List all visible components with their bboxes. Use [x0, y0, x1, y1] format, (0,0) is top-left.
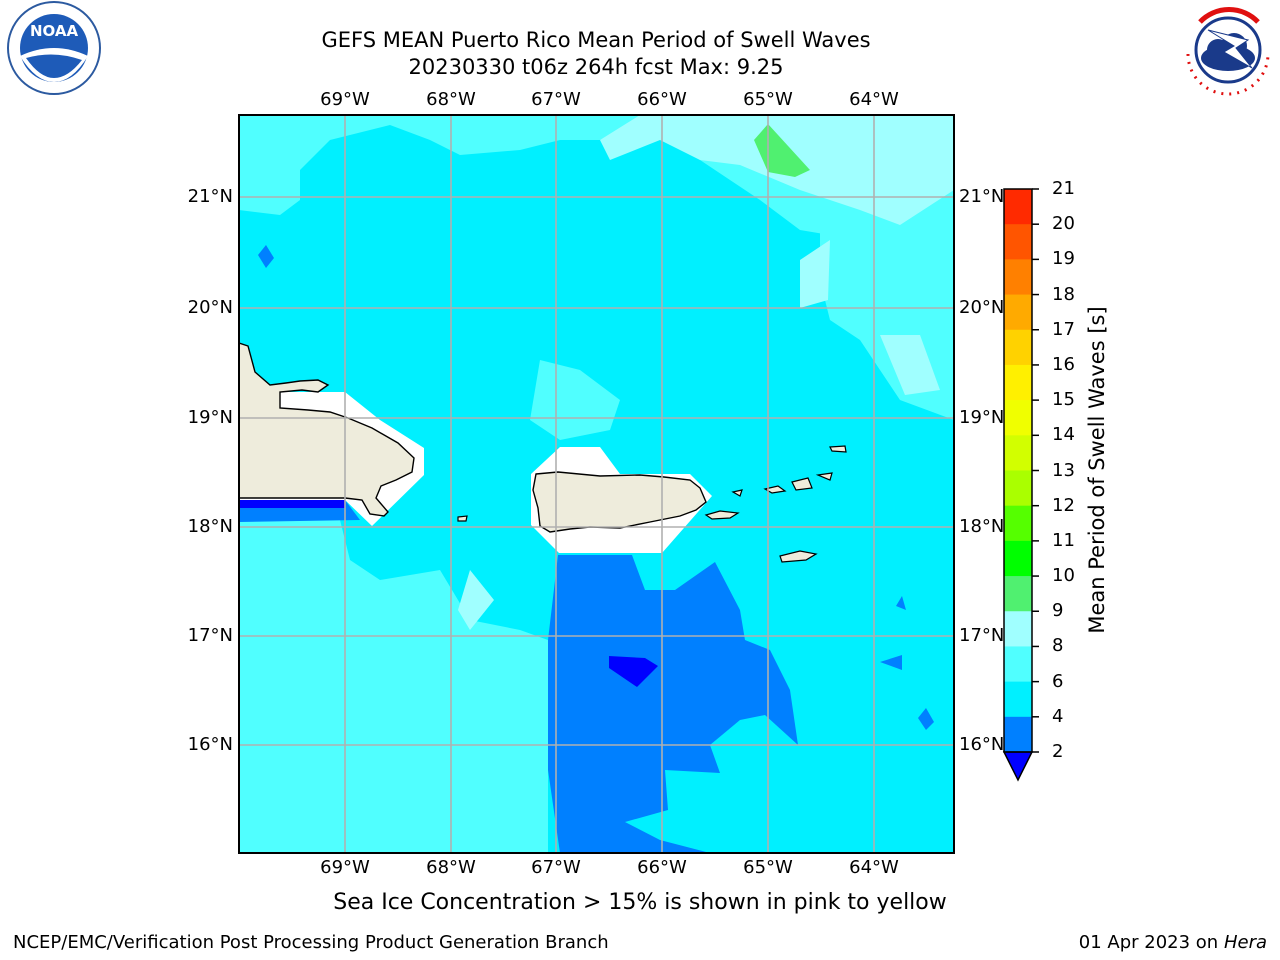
footer-date: 01 Apr 2023 on Hera — [1079, 932, 1267, 953]
lat-label-left: 16°N — [187, 734, 233, 755]
colorbar-tick-label: 13 — [1052, 459, 1075, 481]
noaa-logo-text: NOAA — [30, 22, 79, 40]
culebra-island — [731, 489, 743, 497]
lon-label-bottom: 65°W — [743, 857, 793, 878]
field-2-4 — [896, 596, 906, 610]
field-2-4 — [918, 708, 934, 730]
colorbar-tick-label: 11 — [1052, 529, 1075, 551]
lon-label-top: 67°W — [531, 89, 581, 110]
colorbar-segment — [1004, 646, 1032, 683]
colorbar-segment — [1004, 716, 1032, 753]
field-6-8 — [530, 360, 620, 440]
colorbar-tick-label: 12 — [1052, 494, 1075, 516]
lon-label-top: 66°W — [637, 89, 687, 110]
field-8-9 — [800, 240, 830, 308]
field-2-4 — [548, 555, 798, 853]
colorbar-tick-label: 9 — [1052, 600, 1064, 622]
colorbar-segment — [1004, 611, 1032, 647]
lat-label-left: 17°N — [187, 625, 233, 646]
mona-island — [457, 515, 468, 522]
colorbar-tick-label: 15 — [1052, 389, 1075, 411]
map-subtitle: 20230330 t06z 264h fcst Max: 9.25 — [408, 55, 784, 79]
colorbar-tick-label: 10 — [1052, 565, 1075, 587]
colorbar-tick-label: 4 — [1052, 705, 1064, 727]
footer-host: Hera — [1223, 932, 1267, 953]
lat-label-left: 19°N — [187, 407, 233, 428]
lat-label-right: 21°N — [959, 186, 1005, 207]
colorbar-tick-label: 14 — [1052, 424, 1075, 446]
sea-ice-note: Sea Ice Concentration > 15% is shown in … — [333, 890, 947, 915]
lat-label-left: 18°N — [187, 516, 233, 537]
lon-label-top: 65°W — [743, 89, 793, 110]
field-2-4 — [880, 655, 902, 670]
lat-label-left: 20°N — [187, 297, 233, 318]
lat-label-right: 18°N — [959, 516, 1005, 537]
lon-label-bottom: 66°W — [637, 857, 687, 878]
lon-label-bottom: 64°W — [849, 857, 899, 878]
graticule — [239, 115, 954, 853]
lon-label-bottom: 69°W — [320, 857, 370, 878]
colorbar-segment — [1004, 294, 1032, 331]
lat-label-right: 19°N — [959, 407, 1005, 428]
map-title: GEFS MEAN Puerto Rico Mean Period of Swe… — [321, 28, 871, 52]
tortola-island — [791, 477, 813, 491]
lon-label-top: 69°W — [320, 89, 370, 110]
colorbar-segment — [1004, 329, 1032, 366]
colorbar-segment — [1004, 364, 1032, 401]
colorbar-under-extend — [1002, 751, 1034, 782]
colorbar-title: Mean Period of Swell Waves [s] — [1085, 306, 1109, 634]
field-6-8 — [239, 520, 548, 853]
field-8-9 — [458, 570, 494, 630]
colorbar-segment — [1004, 400, 1032, 436]
noaa-logo: NOAA — [7, 1, 101, 95]
anegada-island — [829, 445, 847, 453]
colorbar-segment — [1004, 435, 1032, 471]
colorbar-tick-label: 17 — [1052, 318, 1075, 340]
colorbar-segment — [1004, 224, 1032, 260]
lon-label-top: 64°W — [849, 89, 899, 110]
colorbar-segment — [1004, 576, 1032, 612]
colorbar — [1002, 188, 1039, 782]
colorbar-tick-label: 2 — [1052, 741, 1064, 762]
field-8-9 — [880, 335, 940, 395]
colorbar-segment — [1004, 189, 1032, 225]
colorbar-tick-label: 6 — [1052, 670, 1064, 692]
colorbar-tick-label: 21 — [1052, 178, 1075, 199]
lat-label-right: 17°N — [959, 625, 1005, 646]
colorbar-segment — [1004, 540, 1032, 577]
st-croix-island — [779, 550, 818, 563]
virgin-gorda-island — [815, 472, 833, 481]
colorbar-segment — [1004, 470, 1032, 507]
map-frame — [238, 114, 955, 854]
lon-label-top: 68°W — [426, 89, 476, 110]
lat-label-right: 16°N — [959, 734, 1005, 755]
colorbar-tick-label: 8 — [1052, 635, 1064, 657]
map-field — [239, 115, 954, 853]
footer-date-text: 01 Apr 2023 on — [1078, 932, 1224, 953]
lon-label-bottom: 67°W — [531, 857, 581, 878]
field-below-2 — [609, 656, 658, 687]
vieques-island — [704, 510, 740, 520]
colorbar-tick-label: 16 — [1052, 353, 1075, 375]
colorbar-tick-label: 18 — [1052, 283, 1075, 305]
lat-label-left: 21°N — [187, 186, 233, 207]
lat-label-right: 20°N — [959, 297, 1005, 318]
footer-branch: NCEP/EMC/Verification Post Processing Pr… — [13, 932, 609, 953]
colorbar-segment — [1004, 681, 1032, 718]
nws-logo — [1182, 4, 1274, 96]
field-2-4 — [258, 245, 274, 268]
lon-label-bottom: 68°W — [426, 857, 476, 878]
st-thomas-island — [763, 485, 787, 494]
colorbar-segment — [1004, 259, 1032, 296]
colorbar-segment — [1004, 505, 1032, 542]
colorbar-tick-label: 19 — [1052, 248, 1075, 270]
field-below-2 — [239, 500, 345, 508]
colorbar-tick-label: 20 — [1052, 213, 1075, 235]
